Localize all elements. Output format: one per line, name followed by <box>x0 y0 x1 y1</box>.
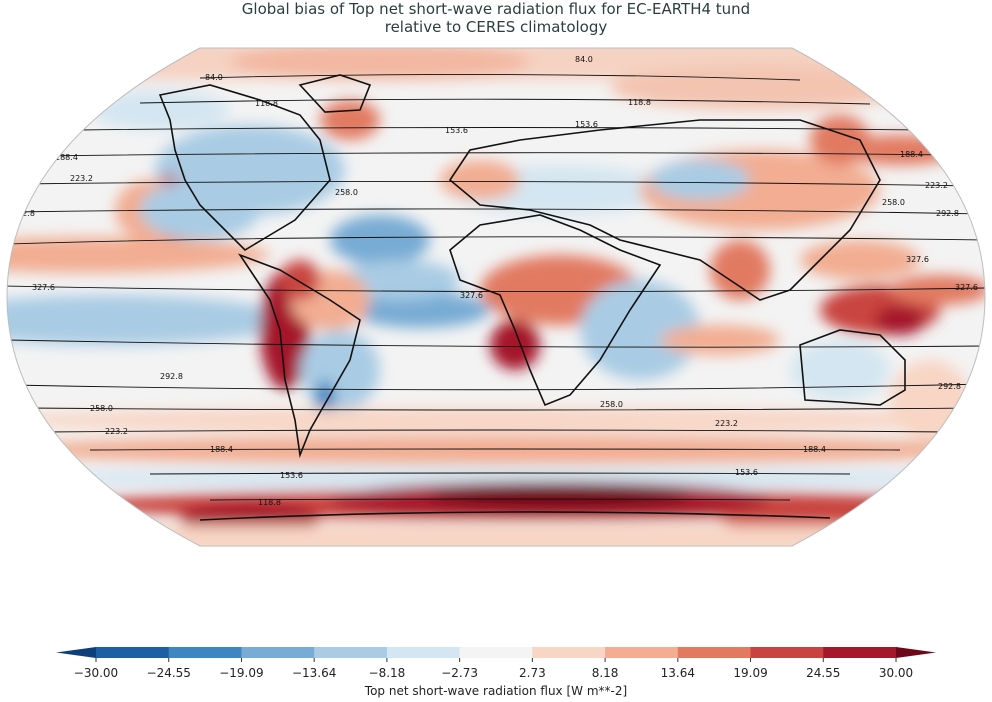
colorbar-tick-label: 8.18 <box>592 666 619 680</box>
contour-label: 153.6 <box>575 120 598 129</box>
colorbar-label: Top net short-wave radiation flux [W m**… <box>364 684 628 698</box>
contour-label: 188.4 <box>210 445 233 454</box>
colorbar-segment <box>532 647 606 658</box>
title-line-2: relative to CERES climatology <box>384 18 608 36</box>
contour-label: 327.6 <box>906 255 929 264</box>
contour-label: 292.8 <box>936 209 959 218</box>
colorbar-tick-label: −19.09 <box>219 666 263 680</box>
colorbar-segment <box>823 647 897 658</box>
contour-label: 153.6 <box>445 126 468 135</box>
colorbar-tick-label: 2.73 <box>519 666 546 680</box>
colorbar-under-extension <box>56 647 96 658</box>
contour-label: 118.8 <box>258 498 281 507</box>
colorbar-segment <box>241 647 315 658</box>
colorbar-segment <box>96 647 170 658</box>
colorbar-tick-label: −2.73 <box>441 666 478 680</box>
contour-label: 292.8 <box>938 382 961 391</box>
contour-lines <box>7 73 985 501</box>
colorbar-tick-label: −24.55 <box>147 666 191 680</box>
colorbar-segment <box>750 647 824 658</box>
contour-label: 118.8 <box>255 99 278 108</box>
title-line-1: Global bias of Top net short-wave radiat… <box>241 0 751 18</box>
colorbar-segment <box>459 647 533 658</box>
colorbar-over-extension <box>896 647 936 658</box>
contour-label: 153.6 <box>735 468 758 477</box>
contour-label: 258.0 <box>600 400 623 409</box>
colorbar-tick-label: −8.18 <box>369 666 406 680</box>
colorbar-tick-label: 13.64 <box>661 666 695 680</box>
contour-label: 327.6 <box>460 291 483 300</box>
contour-label: 223.2 <box>925 181 948 190</box>
colorbar-segment <box>605 647 679 658</box>
contour-label: 223.2 <box>105 427 128 436</box>
colorbar-tick-label: 19.09 <box>733 666 767 680</box>
contour-label: 327.6 <box>955 283 978 292</box>
contour-label: 188.4 <box>55 153 78 162</box>
map-field: 84.0 84.0 118.8 118.8 153.6 153.6 188.4 … <box>7 48 985 546</box>
coastlines <box>158 74 906 521</box>
contour-label: 223.2 <box>715 419 738 428</box>
globe-outline <box>6 47 986 547</box>
contour-label: 188.4 <box>900 150 923 159</box>
contour-label: 292.8 <box>160 372 183 381</box>
map-title: Global bias of Top net short-wave radiat… <box>0 0 992 36</box>
colorbar-segments <box>56 647 936 658</box>
contour-label: 223.2 <box>70 174 93 183</box>
contour-label: 258.0 <box>335 188 358 197</box>
colorbar-tick-label: 24.55 <box>806 666 840 680</box>
contour-label: 258.0 <box>90 404 113 413</box>
contour-label: 84.0 <box>575 55 593 64</box>
colorbar-tick-label: −30.00 <box>74 666 118 680</box>
colorbar-tick-label: −13.64 <box>292 666 336 680</box>
contour-label: 118.8 <box>628 98 651 107</box>
colorbar-segment <box>168 647 242 658</box>
contour-label: 258.0 <box>882 198 905 207</box>
colorbar-segment <box>677 647 752 658</box>
colorbar-tick-label: 30.00 <box>879 666 913 680</box>
colorbar-ticks: −30.00 −24.55 −19.09 −13.64 −8.18 −2.73 2.73 8.… <box>74 658 913 680</box>
colorbar-segment <box>386 647 461 658</box>
colorbar-segment <box>314 647 388 658</box>
contour-label: 327.6 <box>32 283 55 292</box>
contour-label: 188.4 <box>803 445 826 454</box>
contour-label: 84.0 <box>205 73 223 82</box>
contour-label: 153.6 <box>280 471 303 480</box>
